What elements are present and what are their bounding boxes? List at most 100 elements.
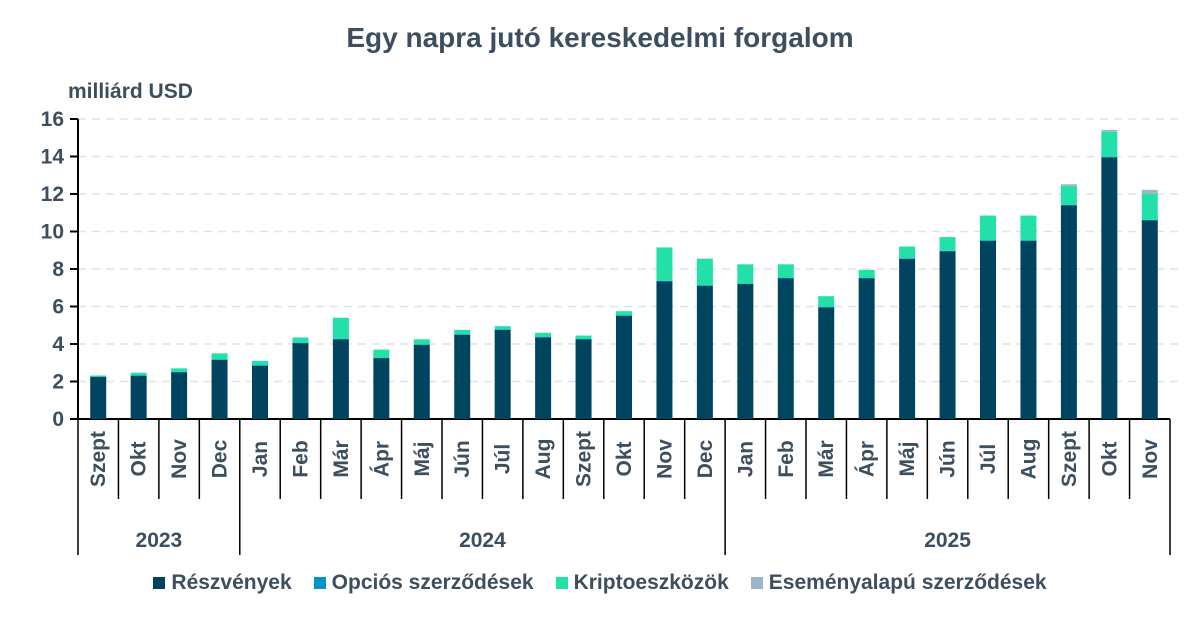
x-tick-label: Feb [289, 440, 312, 477]
bar-Kriptoeszközök [777, 264, 794, 278]
bar-Részvények [373, 358, 390, 419]
bar-Kriptoeszközök [90, 375, 107, 377]
x-tick-label: Dec [694, 439, 717, 478]
bar-Kriptoeszközök [171, 368, 188, 372]
y-tick-label: 16 [41, 108, 64, 131]
x-tick-label: Szept [1058, 431, 1081, 487]
x-tick-label: Máj [896, 441, 919, 476]
bar-Kriptoeszközök [1060, 186, 1077, 205]
bar-Opciós szerződések [980, 240, 996, 241]
bar-Opciós szerződések [211, 359, 228, 361]
bar-Opciós szerződések [373, 357, 390, 359]
bar-Kriptoeszközök [818, 296, 835, 308]
x-tick-label: Jan [734, 441, 757, 477]
bar-Részvények [980, 240, 996, 419]
legend-item: Részvények [153, 571, 292, 595]
bar-Részvények [1141, 220, 1158, 419]
bar-Kriptoeszközök [737, 264, 754, 284]
bar-Részvények [171, 372, 188, 419]
bar-Opciós szerződések [535, 337, 552, 338]
bar-Részvények [656, 281, 673, 419]
legend-swatch [153, 577, 166, 589]
legend: Részvények Opciós szerződések Kriptoeszköz… [0, 571, 1200, 595]
y-tick-label: 6 [52, 296, 64, 319]
bar-Kriptoeszközök [211, 353, 228, 360]
y-tick-label: 4 [52, 333, 64, 356]
bar-Opciós szerződések [454, 334, 471, 335]
bar-Részvények [1060, 205, 1077, 419]
bar-Opciós szerződések [1101, 157, 1118, 158]
bar-Opciós szerződések [858, 278, 875, 279]
y-tick-label: 2 [52, 371, 64, 394]
bar-Kriptoeszközök [1020, 215, 1037, 241]
bar-Opciós szerződések [252, 365, 268, 366]
x-tick-label: Szept [87, 431, 110, 487]
bar-Részvények [696, 285, 713, 419]
bar-Opciós szerződések [737, 283, 754, 285]
bar-Opciós szerződések [1020, 240, 1037, 241]
bar-Kriptoeszközök [494, 326, 511, 330]
bar-Opciós szerződések [1060, 204, 1077, 206]
x-tick-label: Júl [492, 444, 515, 474]
x-tick-label: Ápr [370, 441, 393, 477]
bar-Opciós szerződések [777, 278, 794, 279]
bar-Kriptoeszközök [1101, 131, 1118, 158]
bar-Részvények [535, 337, 552, 419]
bar-Részvények [130, 375, 147, 419]
y-tick-label: 8 [52, 258, 64, 281]
x-tick-label: Már [815, 440, 838, 477]
year-label: 2025 [924, 529, 971, 552]
y-axis-label: milliárd USD [68, 80, 193, 103]
bar-Részvények [858, 278, 875, 419]
bar-Részvények [292, 343, 309, 419]
legend-item: Kriptoeszközök [555, 571, 729, 595]
bar-Kriptoeszközök [535, 332, 552, 338]
bar-Opciós szerződések [332, 338, 349, 340]
y-tick-label: 14 [41, 146, 65, 169]
x-tick-label: Jún [451, 440, 474, 477]
bar-Kriptoeszközök [413, 339, 430, 345]
bar-Részvények [939, 251, 956, 419]
bar-Kriptoeszközök [656, 247, 673, 281]
bar-Opciós szerződések [1141, 219, 1158, 221]
legend-item: Opciós szerződések [313, 571, 534, 595]
x-tick-label: Jan [249, 441, 272, 477]
bar-Opciós szerződések [818, 307, 835, 308]
chart-title: Egy napra jutó kereskedelmi forgalom [346, 22, 854, 53]
x-tick-label: Dec [209, 439, 232, 478]
legend-label: Részvények [171, 571, 292, 594]
bar-Kriptoeszközök [899, 246, 916, 259]
x-tick-label: Nov [1139, 439, 1162, 479]
x-tick-label: Ápr [856, 441, 879, 477]
bar-Opciós szerződések [292, 342, 309, 344]
bar-Opciós szerződések [413, 344, 430, 346]
x-tick-label: Aug [532, 439, 555, 480]
bar-Részvények [575, 339, 592, 419]
bar-Kriptoeszközök [980, 215, 996, 241]
x-tick-label: Okt [613, 441, 636, 476]
bar-Részvények [413, 344, 430, 419]
bar-Részvények [454, 334, 471, 419]
bar-Kriptoeszközök [939, 237, 956, 251]
bar-Opciós szerződések [899, 258, 916, 259]
x-tick-label: Nov [653, 439, 676, 479]
bar-Eseményalapú szerződések [1060, 184, 1077, 187]
bar-Részvények [252, 365, 268, 419]
bar-Részvények [616, 315, 632, 419]
bar-Opciós szerződések [696, 285, 713, 286]
bar-Opciós szerződések [90, 376, 107, 378]
bar-Kriptoeszközök [858, 269, 875, 278]
bar-Részvények [737, 284, 754, 419]
bar-Részvények [777, 278, 794, 419]
bar-Kriptoeszközök [252, 360, 268, 366]
x-tick-label: Júl [977, 444, 1000, 474]
bar-Opciós szerződések [575, 338, 592, 340]
bar-Kriptoeszközök [130, 372, 147, 376]
x-tick-label: Szept [573, 431, 596, 487]
bar-Részvények [90, 377, 107, 419]
year-label: 2023 [136, 529, 183, 552]
bar-Részvények [332, 339, 349, 419]
x-tick-label: Feb [775, 440, 798, 477]
x-tick-label: Okt [128, 441, 151, 476]
